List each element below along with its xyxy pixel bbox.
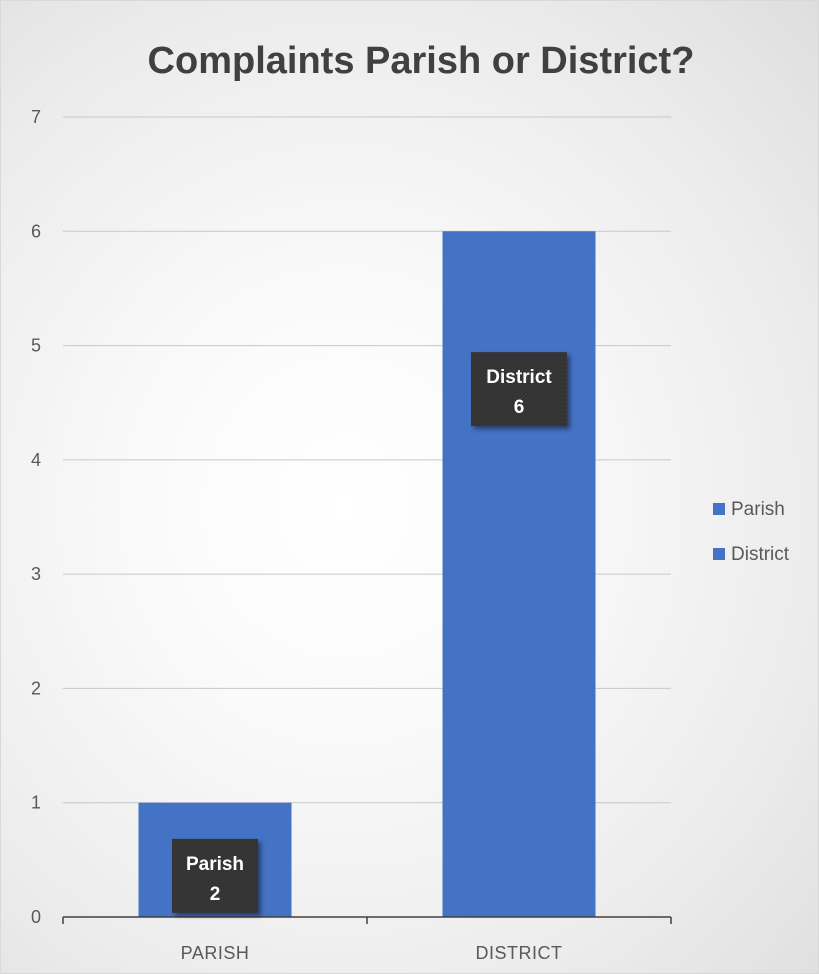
y-tick-label: 5 xyxy=(31,336,41,356)
data-label-series: District xyxy=(486,367,552,388)
data-label-value: 2 xyxy=(210,884,221,905)
y-tick-label: 4 xyxy=(31,450,41,470)
y-tick-label: 7 xyxy=(31,107,41,127)
legend-swatch xyxy=(713,548,725,560)
legend-label: District xyxy=(731,544,790,565)
x-tick-label: PARISH xyxy=(181,943,250,963)
y-tick-label: 0 xyxy=(31,907,41,927)
x-tick-label: DISTRICT xyxy=(476,943,563,963)
chart-title: Complaints Parish or District? xyxy=(148,40,695,82)
data-label-series: Parish xyxy=(186,854,244,875)
y-tick-label: 6 xyxy=(31,221,41,241)
y-tick-label: 3 xyxy=(31,564,41,584)
bar-district xyxy=(442,231,596,918)
y-tick-label: 2 xyxy=(31,678,41,698)
data-labels: Parish 2 District 6 xyxy=(172,352,567,913)
y-tick-label: 1 xyxy=(31,793,41,813)
data-label-box xyxy=(172,838,258,913)
data-label-box xyxy=(471,352,567,427)
legend-swatch xyxy=(713,503,725,515)
data-label-value: 6 xyxy=(514,397,525,418)
x-axis: PARISH DISTRICT xyxy=(62,916,672,963)
legend: Parish District xyxy=(713,499,790,565)
legend-label: Parish xyxy=(731,499,785,520)
